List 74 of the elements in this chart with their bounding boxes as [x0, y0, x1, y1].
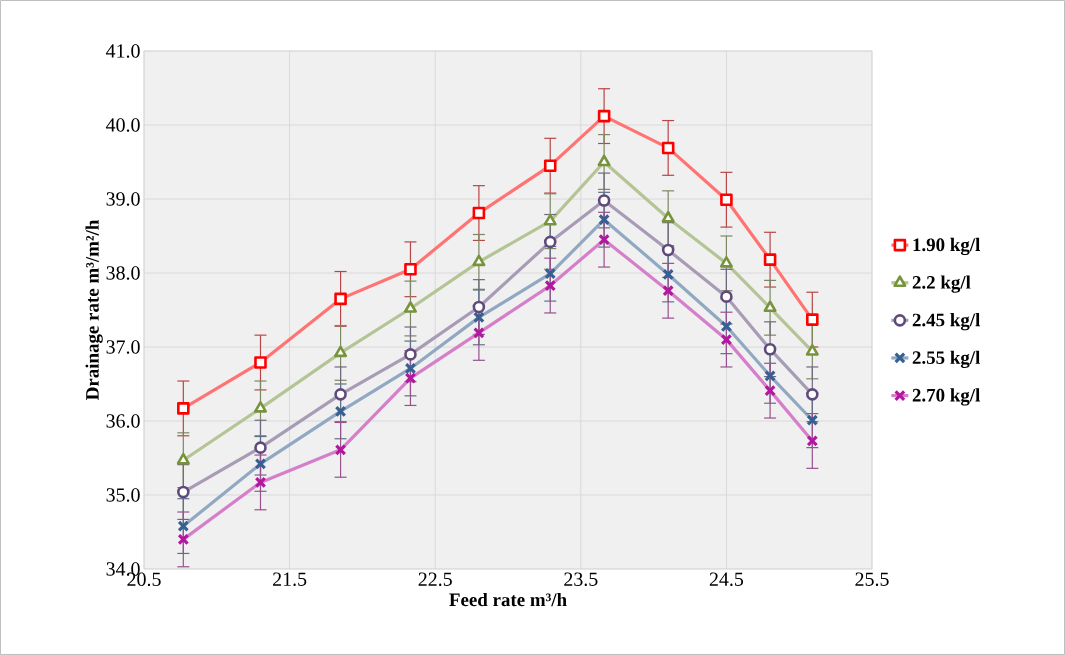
point — [661, 243, 675, 257]
point — [806, 414, 819, 427]
legend-label: 2.2 kg/l — [912, 275, 971, 293]
y-axis-title: Drainage rate m³/m²/h — [85, 219, 103, 400]
legend-label: 2.55 kg/l — [912, 350, 981, 368]
point — [598, 213, 610, 226]
point — [177, 402, 190, 415]
y-tick-label: 41.0 — [106, 44, 140, 58]
point — [334, 345, 348, 358]
point — [472, 206, 486, 220]
point — [805, 344, 819, 356]
point — [720, 320, 733, 333]
point — [662, 284, 675, 297]
point — [473, 327, 485, 339]
point — [543, 159, 557, 172]
point — [334, 292, 347, 306]
point — [597, 109, 611, 123]
point — [177, 533, 190, 546]
point — [404, 262, 417, 276]
point — [763, 342, 777, 356]
point — [597, 194, 611, 207]
point — [473, 311, 485, 324]
point — [598, 233, 610, 246]
point — [720, 290, 733, 303]
point — [597, 154, 611, 167]
legend-label: 2.45 kg/l — [912, 313, 981, 331]
point — [254, 356, 267, 369]
point — [404, 348, 417, 361]
point — [254, 458, 267, 470]
x-tick-label: 25.5 — [855, 572, 889, 586]
point — [544, 279, 557, 292]
y-tick-label: 37.0 — [106, 340, 140, 354]
x-axis-title: Feed rate m³/h — [449, 592, 567, 607]
point — [254, 441, 267, 454]
point — [403, 301, 417, 313]
point — [806, 313, 819, 326]
point — [543, 235, 557, 249]
point — [763, 300, 777, 313]
y-tick-label: 38.0 — [106, 266, 140, 280]
y-tick-label: 36.0 — [106, 414, 140, 428]
point — [720, 193, 733, 207]
x-tick-label: 24.5 — [709, 572, 744, 586]
x-tick-label: 21.5 — [273, 572, 307, 586]
point — [544, 267, 557, 280]
point — [334, 388, 347, 401]
y-tick-label: 40.0 — [106, 118, 140, 132]
point — [719, 256, 733, 268]
point — [176, 452, 190, 465]
legend-label: 1.90 kg/l — [913, 237, 981, 256]
x-tick-label: 23.5 — [564, 572, 598, 586]
point — [177, 485, 190, 499]
point — [177, 520, 190, 532]
point — [334, 444, 347, 456]
x-tick-label: 22.5 — [418, 572, 452, 586]
point — [763, 253, 777, 266]
point — [404, 372, 417, 384]
y-tick-label: 35.0 — [106, 488, 140, 502]
point — [334, 405, 347, 418]
point — [662, 268, 675, 281]
point — [661, 141, 675, 155]
legend-label: 2.70 kg/l — [912, 388, 981, 406]
point — [764, 384, 776, 397]
point — [661, 210, 675, 223]
point — [543, 213, 557, 226]
point — [472, 300, 486, 314]
point — [253, 401, 267, 413]
point — [404, 362, 417, 375]
point — [472, 254, 486, 267]
point — [764, 370, 776, 382]
y-tick-label: 39.0 — [106, 192, 140, 206]
point — [806, 388, 819, 401]
point — [806, 435, 819, 447]
point — [720, 333, 733, 346]
point — [254, 476, 267, 489]
